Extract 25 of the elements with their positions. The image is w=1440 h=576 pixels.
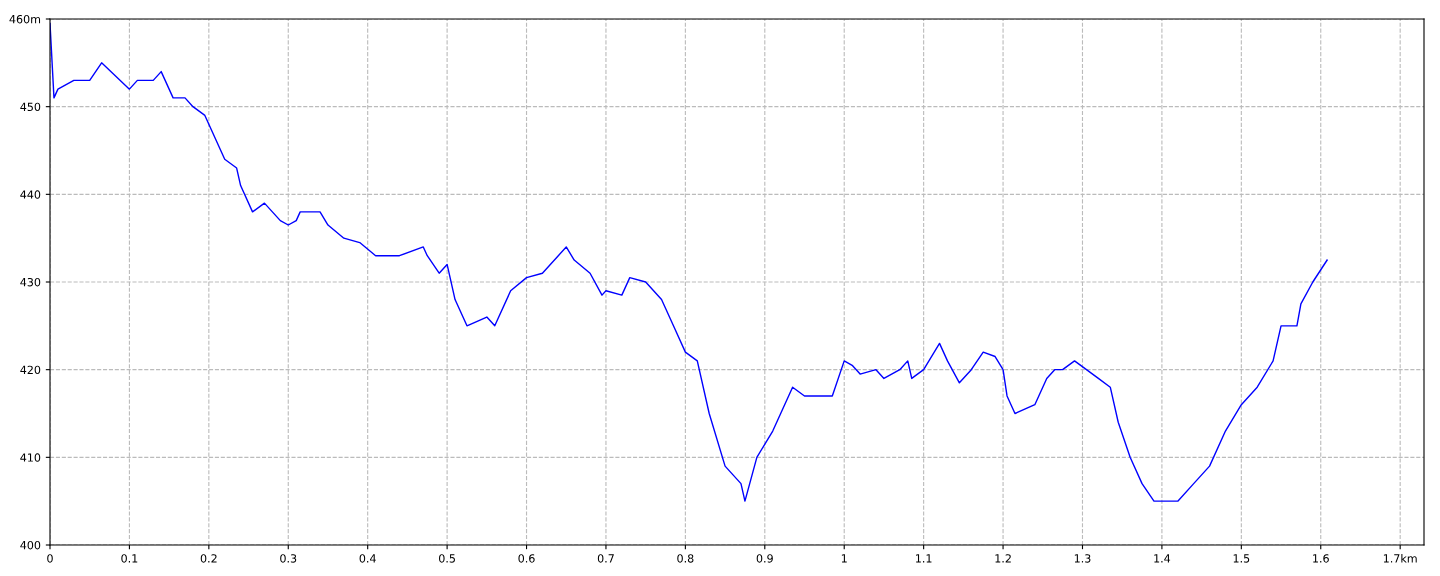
x-tick-label: 1.5 xyxy=(1233,554,1250,563)
y-tick-label: 410 xyxy=(20,453,41,462)
x-tick-label: 0.7 xyxy=(597,554,614,563)
x-tick-label: 1.2 xyxy=(995,554,1011,563)
y-tick-label: 430 xyxy=(20,277,41,287)
x-tick-label: 0.9 xyxy=(756,554,773,563)
x-tick-label: 0.3 xyxy=(280,554,297,563)
x-tick-label: 1.1 xyxy=(916,554,932,563)
x-tick-label: 0.2 xyxy=(200,554,217,563)
x-tick-label: 1 xyxy=(841,554,847,563)
x-tick-label: 0.8 xyxy=(677,554,694,563)
y-tick-label: 420 xyxy=(20,365,41,375)
x-tick-label: 1.4 xyxy=(1154,554,1171,563)
x-tick-label: 0.5 xyxy=(439,554,455,563)
y-tick-label: 400 xyxy=(20,540,41,550)
y-tick-label: 450 xyxy=(20,102,41,112)
x-tick-label: 1.3 xyxy=(1074,554,1091,563)
x-tick-label: 0.1 xyxy=(121,554,138,563)
x-tick-label: 1.6 xyxy=(1313,554,1329,563)
x-tick-label: 0.6 xyxy=(518,554,535,563)
x-tick-label: 1.7km xyxy=(1383,554,1417,563)
x-tick-label: 0 xyxy=(47,554,53,563)
x-tick-label: 0.4 xyxy=(359,554,376,563)
y-tick-label: 460m xyxy=(9,14,41,24)
y-tick-label: 440 xyxy=(20,190,41,199)
